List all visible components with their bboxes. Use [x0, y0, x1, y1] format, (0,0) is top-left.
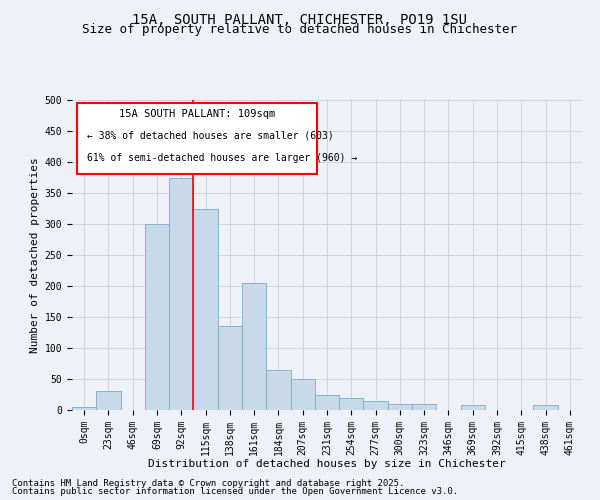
Y-axis label: Number of detached properties: Number of detached properties — [31, 157, 40, 353]
Bar — [290, 379, 315, 410]
Bar — [266, 370, 290, 410]
Bar — [242, 283, 266, 410]
Bar — [339, 398, 364, 410]
Bar — [412, 404, 436, 410]
Bar — [315, 394, 339, 410]
Bar — [533, 405, 558, 410]
Bar — [364, 400, 388, 410]
Bar — [77, 103, 317, 174]
Bar — [96, 392, 121, 410]
Bar — [145, 224, 169, 410]
Text: Contains HM Land Registry data © Crown copyright and database right 2025.: Contains HM Land Registry data © Crown c… — [12, 478, 404, 488]
Text: 61% of semi-detached houses are larger (960) →: 61% of semi-detached houses are larger (… — [88, 152, 358, 162]
Text: Contains public sector information licensed under the Open Government Licence v3: Contains public sector information licen… — [12, 487, 458, 496]
Bar — [461, 405, 485, 410]
X-axis label: Distribution of detached houses by size in Chichester: Distribution of detached houses by size … — [148, 459, 506, 469]
Bar — [169, 178, 193, 410]
Text: 15A, SOUTH PALLANT, CHICHESTER, PO19 1SU: 15A, SOUTH PALLANT, CHICHESTER, PO19 1SU — [133, 12, 467, 26]
Text: Size of property relative to detached houses in Chichester: Size of property relative to detached ho… — [83, 22, 517, 36]
Bar — [388, 404, 412, 410]
Bar — [72, 407, 96, 410]
Text: ← 38% of detached houses are smaller (603): ← 38% of detached houses are smaller (60… — [88, 131, 334, 141]
Text: 15A SOUTH PALLANT: 109sqm: 15A SOUTH PALLANT: 109sqm — [119, 110, 275, 120]
Bar — [218, 326, 242, 410]
Bar — [193, 208, 218, 410]
